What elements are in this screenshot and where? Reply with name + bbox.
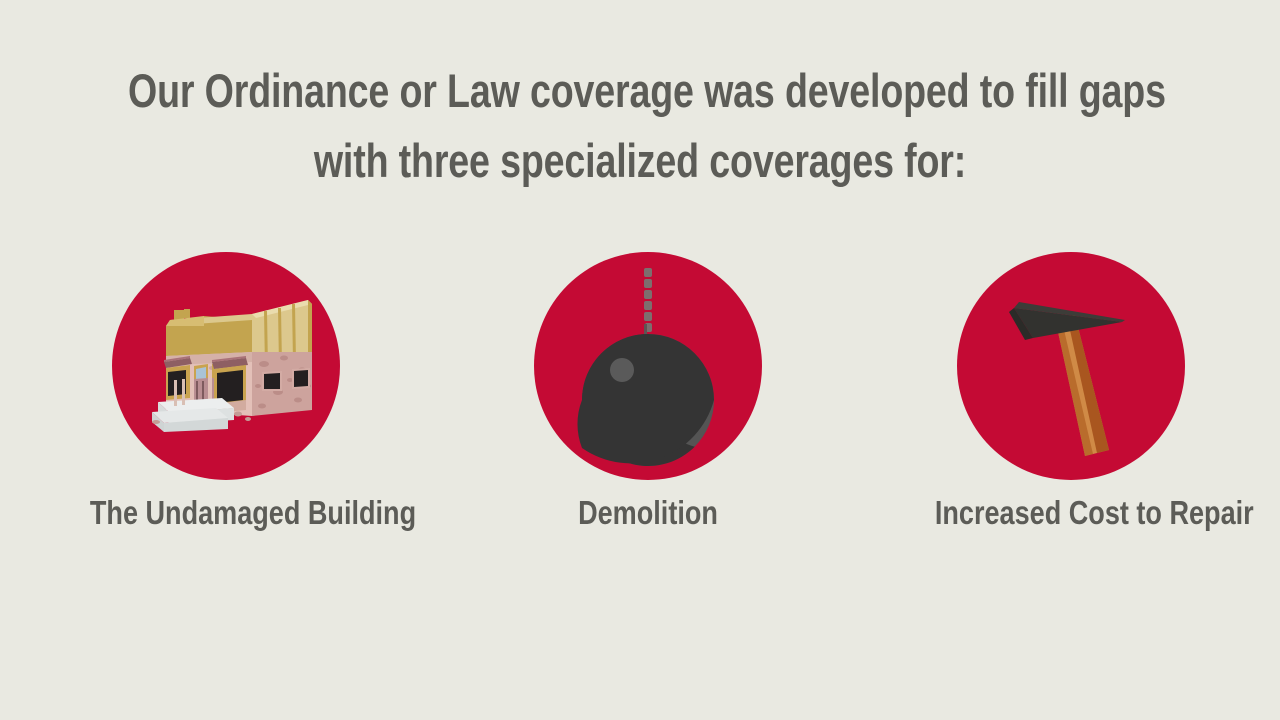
hammer-icon <box>1009 302 1125 456</box>
coverage-label-2: Demolition <box>578 494 718 531</box>
wrecking-ball-icon <box>577 268 714 466</box>
coverage-list: The Undamaged Building <box>0 252 1280 552</box>
headline-line-2: with three specialized coverages for: <box>313 134 967 187</box>
coverage-icon-circle-2 <box>534 252 762 480</box>
coverage-label-3: Increased Cost to Repair <box>934 494 1254 531</box>
page-title: Our Ordinance or Law coverage was develo… <box>128 56 1166 196</box>
headline-line-1: Our Ordinance or Law coverage was develo… <box>128 64 1166 117</box>
coverage-item-increased-cost[interactable]: Increased Cost to Repair <box>935 252 1254 531</box>
coverage-item-undamaged-building[interactable]: The Undamaged Building <box>90 252 416 531</box>
coverage-label-1: The Undamaged Building <box>89 494 417 531</box>
ball-highlight <box>610 358 634 382</box>
damaged-building-icon <box>152 300 312 432</box>
coverage-icon-circle-3 <box>957 252 1185 480</box>
coverage-icon-circle-1 <box>112 252 340 480</box>
coverage-item-demolition[interactable]: Demolition <box>522 252 774 531</box>
